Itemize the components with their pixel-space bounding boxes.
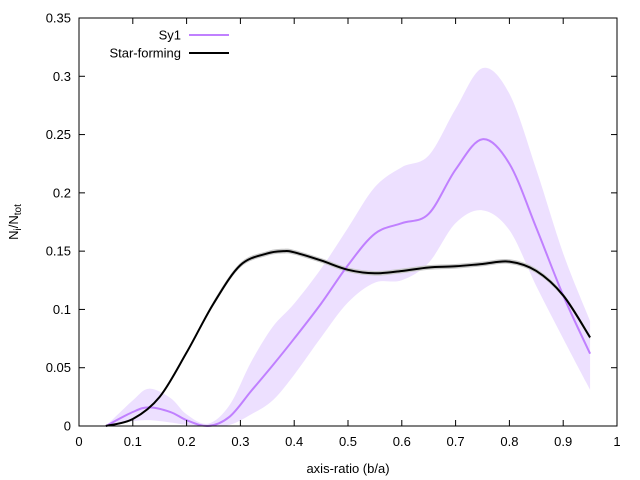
y-label-sub1: i [13, 228, 24, 230]
x-tick-label: 0.9 [554, 434, 572, 449]
y-tick-label: 0.15 [46, 244, 71, 259]
y-tick-label: 0.25 [46, 127, 71, 142]
y-label-base: N [6, 230, 21, 239]
axis-tick-labels: 0 0.1 0.2 0.3 0.4 0.5 0.6 0.7 0.8 0.9 1 0 0.05 0.1 0.1… [46, 11, 621, 450]
x-tick-label: 0.8 [500, 434, 518, 449]
confidence-bands [105, 67, 591, 427]
axis-ticks [78, 17, 618, 427]
legend: Sy1 Star-forming [109, 28, 229, 61]
y-tick-label: 0.35 [46, 11, 71, 26]
line-star-forming [105, 250, 591, 427]
x-tick-label: 0.4 [285, 434, 303, 449]
legend-label-star-forming: Star-forming [109, 46, 181, 61]
x-tick-label: 0 [75, 434, 82, 449]
y-axis-label: Ni/Ntot [6, 204, 24, 240]
x-tick-label: 0.6 [393, 434, 411, 449]
x-tick-label: 0.7 [447, 434, 465, 449]
y-tick-label: 0.1 [53, 302, 71, 317]
y-tick-label: 0.05 [46, 360, 71, 375]
series-lines [105, 138, 592, 428]
x-tick-label: 0.1 [124, 434, 142, 449]
y-tick-label: 0 [64, 419, 71, 434]
line-sy1 [105, 138, 592, 428]
y-label-mid: /N [6, 215, 21, 228]
y-label-sub2: tot [13, 204, 24, 215]
x-axis-label: axis-ratio (b/a) [306, 461, 389, 476]
x-tick-label: 0.3 [231, 434, 249, 449]
band-sy1 [105, 67, 591, 427]
y-tick-label: 0.2 [53, 185, 71, 200]
x-tick-label: 0.2 [178, 434, 196, 449]
x-tick-label: 1 [613, 434, 620, 449]
legend-label-sy1: Sy1 [159, 28, 181, 43]
x-tick-label: 0.5 [339, 434, 357, 449]
y-tick-label: 0.3 [53, 69, 71, 84]
